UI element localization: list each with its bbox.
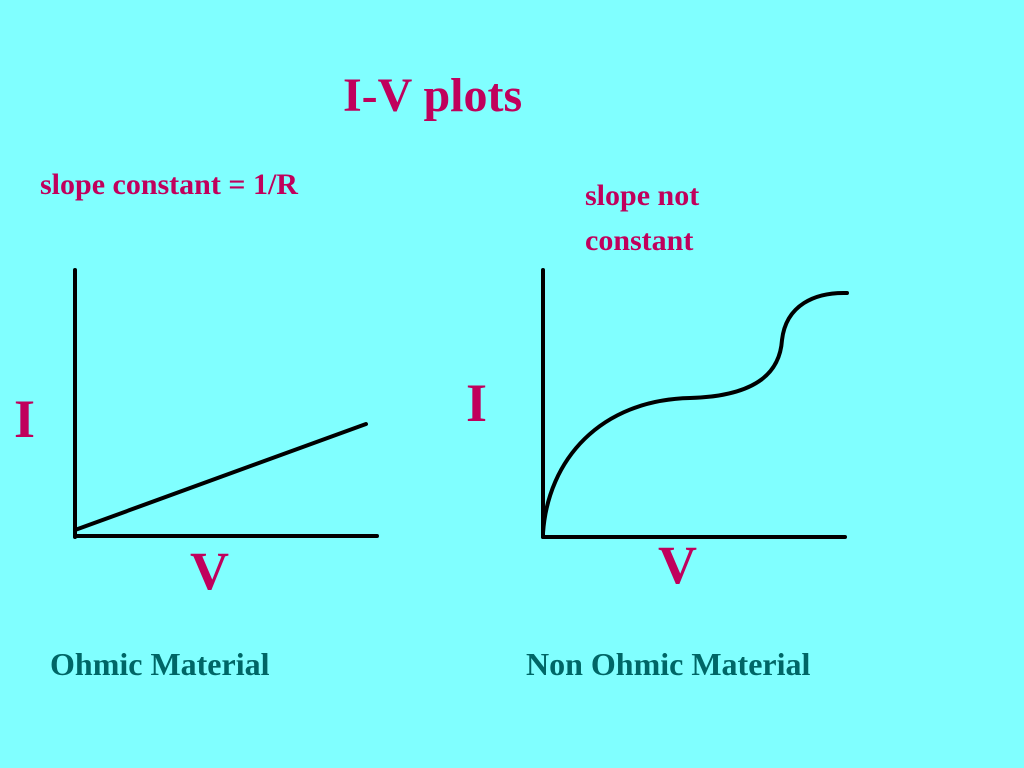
note: slope constant = 1/R <box>40 168 298 201</box>
title: I-V plots <box>343 69 523 122</box>
caption: Ohmic Material <box>50 646 270 682</box>
x-label: V <box>190 541 229 601</box>
x-label: V <box>658 535 697 595</box>
y-label: I <box>14 389 36 449</box>
ohmic-line <box>73 422 368 532</box>
non-ohmic-curve <box>541 290 849 535</box>
note: slope not constant <box>585 179 700 257</box>
y-label: I <box>466 373 488 433</box>
caption: Non Ohmic Material <box>526 646 811 682</box>
